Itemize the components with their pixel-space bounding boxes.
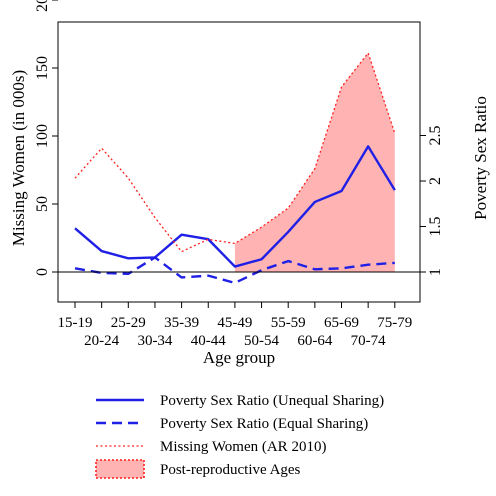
legend-label-0: Poverty Sex Ratio (Unequal Sharing)	[160, 393, 384, 409]
shaded-region	[234, 53, 395, 272]
y-left-tick-label: 150	[34, 56, 51, 80]
x-tick-label: 15-19	[58, 315, 93, 331]
legend-swatch-shaded	[95, 459, 145, 479]
y-right-tick-label: 2.5	[427, 126, 444, 146]
y-right-tick-label: 1	[427, 268, 444, 276]
y-axis-left-label: Missing Women (in 000s)	[9, 70, 28, 246]
x-tick-label: 70-74	[351, 333, 386, 349]
x-tick-label: 65-69	[324, 315, 359, 331]
y-right-tick-label: 2	[427, 177, 444, 185]
legend-label-shaded: Post-reproductive Ages	[160, 462, 301, 478]
y-right-tick-label: 1.5	[427, 217, 444, 237]
x-tick-label: 40-44	[191, 333, 226, 349]
x-tick-label: 75-79	[377, 315, 412, 331]
y-left-tick-label: 100	[34, 124, 51, 148]
y-left-tick-label: 200	[34, 0, 51, 12]
plot-frame	[57, 21, 421, 303]
y-left-tick-label: 0	[34, 268, 51, 276]
x-tick-label: 60-64	[297, 333, 332, 349]
legend-label-2: Missing Women (AR 2010)	[160, 439, 326, 455]
legend-label-1: Poverty Sex Ratio (Equal Sharing)	[160, 416, 368, 432]
x-tick-label: 45-49	[217, 315, 252, 331]
x-tick-label: 30-34	[137, 333, 172, 349]
x-tick-label: 35-39	[164, 315, 199, 331]
x-tick-label: 20-24	[84, 333, 119, 349]
x-axis-label: Age group	[203, 348, 275, 367]
y-left-tick-label: 50	[34, 196, 51, 212]
series-line-1	[74, 256, 395, 285]
x-tick-label: 55-59	[271, 315, 306, 331]
series-line-0	[74, 145, 396, 268]
x-tick-label: 25-29	[111, 315, 146, 331]
y-axis-right-label: Poverty Sex Ratio	[471, 96, 490, 220]
x-tick-label: 50-54	[244, 333, 279, 349]
series-line-2	[74, 52, 396, 253]
